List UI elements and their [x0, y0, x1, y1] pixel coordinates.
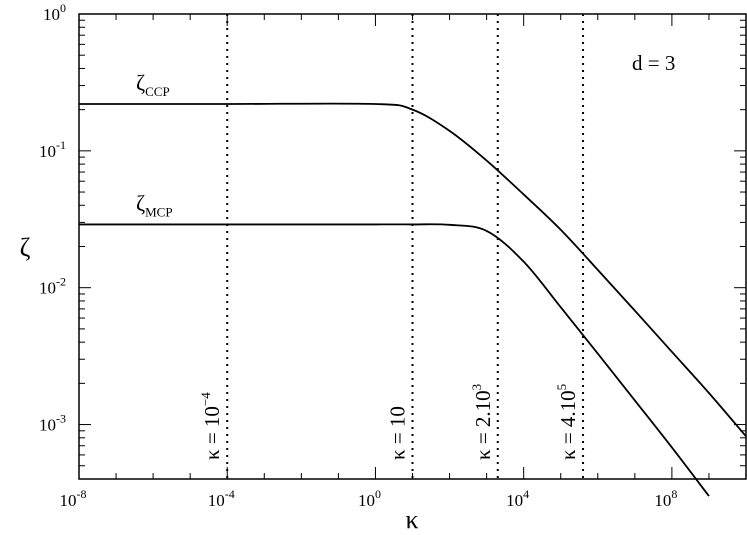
series-line-mcp: [79, 223, 710, 497]
x-tick-label: 100: [358, 487, 381, 510]
y-tick-label: 100: [43, 1, 66, 24]
y-tick-label: 10-1: [39, 138, 66, 161]
x-tick-label: 10-4: [208, 487, 235, 510]
tick-labels: 10-8 10-4 100 104 108 100 10-1 10-2 10-3: [39, 1, 677, 510]
x-axis-title: κ: [405, 505, 418, 534]
vline-label: κ = 10: [386, 406, 410, 460]
axis-ticks: [78, 13, 747, 480]
series-label-ccp: ζCCP: [136, 70, 170, 99]
vline-label: κ = 4.105: [554, 384, 580, 460]
dimension-annotation: d = 3: [632, 51, 675, 75]
y-axis-title: ζ: [20, 233, 31, 262]
series-curves: ζCCP ζMCP: [79, 70, 747, 497]
y-tick-label: 10-2: [39, 275, 66, 298]
x-tick-label: 10-8: [60, 487, 87, 510]
y-tick-label: 10-3: [39, 412, 66, 435]
vline-label: κ = 2.103: [469, 384, 495, 460]
x-tick-label: 108: [654, 487, 677, 510]
vline-label: κ = 10−4: [198, 392, 224, 460]
x-tick-label: 104: [506, 487, 529, 510]
series-label-mcp: ζMCP: [136, 190, 173, 219]
series-line-ccp: [79, 102, 747, 437]
vertical-reference-lines: κ = 10−4 κ = 10 κ = 2.103 κ = 4.105: [198, 14, 585, 479]
